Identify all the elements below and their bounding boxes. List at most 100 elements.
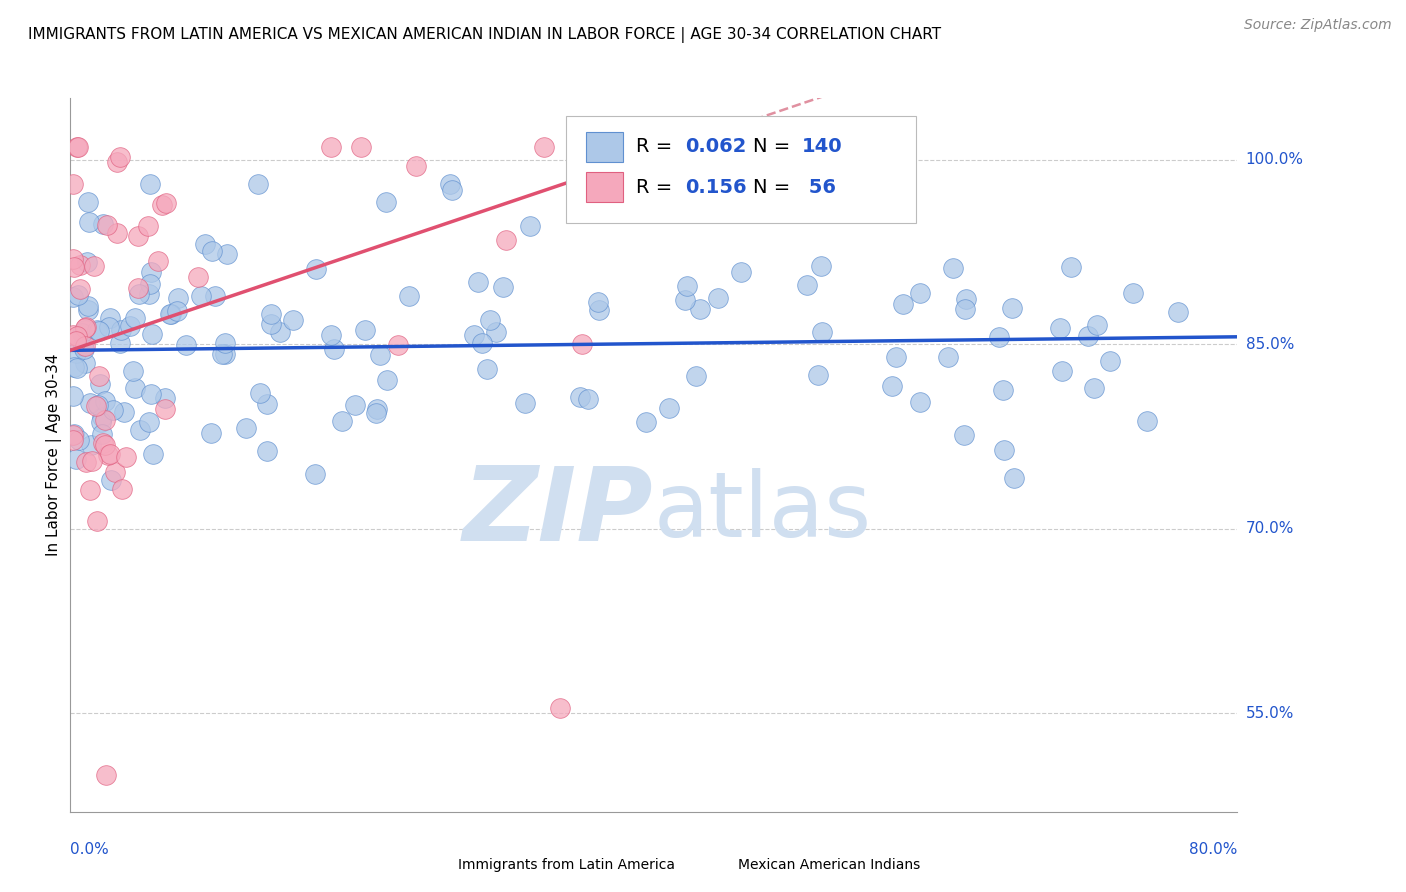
- Point: [150, 198, 173, 212]
- Point: [375, 195, 398, 210]
- Point: [77, 299, 100, 313]
- Point: [62, 290, 84, 304]
- Point: [235, 420, 257, 434]
- Point: [256, 397, 278, 411]
- Point: [69, 282, 91, 296]
- Text: Mexican American Indians: Mexican American Indians: [738, 858, 920, 872]
- Point: [139, 178, 162, 192]
- Point: [166, 303, 188, 318]
- Point: [953, 302, 976, 317]
- FancyBboxPatch shape: [703, 853, 733, 878]
- Text: 55.0%: 55.0%: [1246, 706, 1294, 721]
- Point: [214, 336, 236, 351]
- Point: [66, 140, 89, 154]
- Point: [80, 438, 103, 452]
- Point: [260, 307, 283, 321]
- Point: [82, 454, 104, 468]
- Point: [139, 387, 162, 401]
- Point: [658, 401, 681, 415]
- Point: [689, 302, 711, 317]
- Point: [884, 350, 907, 364]
- Point: [65, 452, 87, 467]
- Point: [96, 768, 118, 782]
- Point: [122, 364, 145, 378]
- Point: [105, 226, 128, 240]
- Point: [67, 433, 90, 447]
- Point: [478, 313, 501, 327]
- Point: [75, 323, 97, 337]
- Point: [1000, 301, 1022, 315]
- Point: [991, 384, 1014, 398]
- Text: 140: 140: [801, 137, 842, 156]
- Point: [79, 215, 101, 229]
- Point: [1052, 363, 1074, 377]
- Point: [375, 373, 398, 387]
- Point: [63, 260, 86, 274]
- Point: [533, 140, 555, 154]
- Point: [936, 351, 959, 365]
- Point: [214, 347, 236, 361]
- FancyBboxPatch shape: [586, 132, 623, 161]
- Text: N =: N =: [754, 178, 796, 197]
- Point: [610, 140, 633, 154]
- Point: [65, 345, 87, 359]
- Point: [440, 183, 463, 197]
- Point: [796, 277, 818, 292]
- Point: [120, 319, 142, 334]
- Point: [66, 140, 89, 154]
- Point: [62, 389, 84, 403]
- Point: [387, 338, 409, 352]
- Point: [354, 323, 377, 337]
- Point: [96, 218, 118, 232]
- Y-axis label: In Labor Force | Age 30-34: In Labor Force | Age 30-34: [46, 353, 62, 557]
- Text: IMMIGRANTS FROM LATIN AMERICA VS MEXICAN AMERICAN INDIAN IN LABOR FORCE | AGE 30: IMMIGRANTS FROM LATIN AMERICA VS MEXICAN…: [28, 27, 941, 43]
- Point: [142, 447, 165, 461]
- Point: [706, 291, 728, 305]
- Point: [484, 325, 506, 339]
- Point: [330, 413, 353, 427]
- Point: [586, 295, 609, 310]
- Text: R =: R =: [637, 137, 679, 156]
- Point: [62, 428, 84, 442]
- Point: [405, 159, 427, 173]
- Point: [211, 347, 233, 361]
- Point: [269, 326, 291, 340]
- Point: [398, 288, 420, 302]
- Point: [730, 265, 752, 279]
- Point: [76, 303, 98, 318]
- Point: [146, 254, 169, 268]
- Point: [75, 339, 97, 353]
- Point: [953, 427, 976, 442]
- Text: Source: ZipAtlas.com: Source: ZipAtlas.com: [1244, 18, 1392, 32]
- Point: [810, 259, 832, 273]
- Point: [319, 328, 342, 343]
- Text: 70.0%: 70.0%: [1246, 521, 1294, 536]
- Point: [159, 308, 181, 322]
- Point: [588, 303, 610, 318]
- Point: [97, 319, 120, 334]
- Point: [139, 277, 162, 292]
- Text: Immigrants from Latin America: Immigrants from Latin America: [458, 858, 675, 872]
- Point: [62, 252, 84, 267]
- Point: [110, 323, 132, 337]
- Point: [439, 178, 461, 192]
- Point: [70, 326, 93, 341]
- Point: [908, 394, 931, 409]
- Point: [128, 286, 150, 301]
- Point: [605, 140, 627, 154]
- Point: [955, 292, 977, 306]
- Point: [90, 415, 112, 429]
- Text: atlas: atlas: [654, 468, 872, 556]
- Point: [73, 321, 96, 335]
- Point: [104, 466, 127, 480]
- Point: [256, 443, 278, 458]
- Point: [513, 396, 536, 410]
- Point: [477, 361, 499, 376]
- Point: [105, 154, 128, 169]
- Point: [94, 413, 117, 427]
- Point: [79, 396, 101, 410]
- Point: [1060, 260, 1083, 274]
- Point: [343, 399, 366, 413]
- Point: [87, 398, 110, 412]
- Point: [138, 415, 160, 429]
